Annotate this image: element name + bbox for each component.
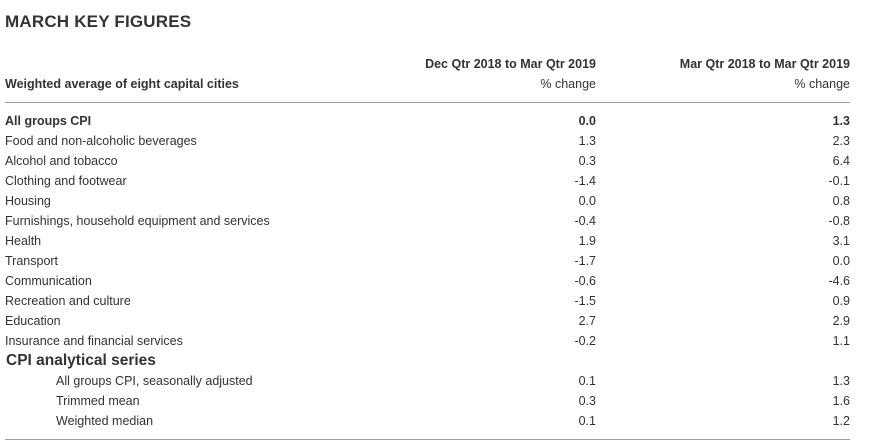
annual-change: 1.6	[832, 394, 850, 408]
quarterly-change: 1.3	[578, 134, 596, 148]
quarterly-change: 0.0	[578, 114, 596, 128]
quarterly-change: 2.7	[578, 314, 596, 328]
annual-change: 1.3	[832, 114, 850, 128]
row-label: Insurance and financial services	[5, 334, 183, 348]
row-label: Furnishings, household equipment and ser…	[5, 214, 270, 228]
table-row: Insurance and financial services -0.2 1.…	[5, 331, 850, 351]
page-title: MARCH KEY FIGURES	[5, 12, 192, 31]
annual-change: 0.8	[832, 194, 850, 208]
key-figures-table: All groups CPI 0.0 1.3 Food and non-alco…	[5, 111, 850, 431]
column-header-unit: % change	[540, 77, 596, 91]
section-heading-row: CPI analytical series	[5, 351, 850, 371]
header-divider	[5, 102, 850, 103]
column-header-period: Dec Qtr 2018 to Mar Qtr 2019	[425, 57, 596, 71]
table-row: Trimmed mean 0.3 1.6	[5, 391, 850, 411]
column-header-quarterly: Dec Qtr 2018 to Mar Qtr 2019 % change	[425, 54, 596, 94]
column-header-annual: Mar Qtr 2018 to Mar Qtr 2019 % change	[680, 54, 850, 94]
row-label: Alcohol and tobacco	[5, 154, 118, 168]
quarterly-change: 0.1	[578, 374, 596, 388]
quarterly-change: 0.3	[578, 394, 596, 408]
quarterly-change: -1.5	[574, 294, 596, 308]
table-row: All groups CPI, seasonally adjusted 0.1 …	[5, 371, 850, 391]
quarterly-change: -0.4	[574, 214, 596, 228]
quarterly-change: 0.3	[578, 154, 596, 168]
table-row: Furnishings, household equipment and ser…	[5, 211, 850, 231]
quarterly-change: -0.6	[574, 274, 596, 288]
table-row: Food and non-alcoholic beverages 1.3 2.3	[5, 131, 850, 151]
annual-change: 0.9	[832, 294, 850, 308]
annual-change: 1.1	[832, 334, 850, 348]
table-row: Clothing and footwear -1.4 -0.1	[5, 171, 850, 191]
quarterly-change: -0.2	[574, 334, 596, 348]
row-label: All groups CPI	[5, 114, 92, 128]
row-label: Communication	[5, 274, 92, 288]
table-row: All groups CPI 0.0 1.3	[5, 111, 850, 131]
quarterly-change: -1.4	[574, 174, 596, 188]
table-row: Weighted median 0.1 1.2	[5, 411, 850, 431]
annual-change: -0.1	[828, 174, 850, 188]
annual-change: 6.4	[832, 154, 850, 168]
annual-change: -0.8	[828, 214, 850, 228]
row-label: Recreation and culture	[5, 294, 131, 308]
row-label: Clothing and footwear	[5, 174, 127, 188]
table-row: Housing 0.0 0.8	[5, 191, 850, 211]
column-header-period: Mar Qtr 2018 to Mar Qtr 2019	[679, 57, 850, 71]
row-label: Food and non-alcoholic beverages	[5, 134, 197, 148]
annual-change: 3.1	[832, 234, 850, 248]
annual-change: 1.2	[832, 414, 850, 428]
footer-divider	[5, 439, 850, 440]
annual-change: -4.6	[828, 274, 850, 288]
quarterly-change: 0.0	[578, 194, 596, 208]
table-row: Education 2.7 2.9	[5, 311, 850, 331]
row-label: Trimmed mean	[56, 394, 140, 408]
row-label: All groups CPI, seasonally adjusted	[56, 374, 253, 388]
table-row: Health 1.9 3.1	[5, 231, 850, 251]
row-label: Education	[5, 314, 61, 328]
row-label: Health	[5, 234, 42, 248]
row-label: Transport	[5, 254, 59, 268]
quarterly-change: 1.9	[578, 234, 596, 248]
table-row: Alcohol and tobacco 0.3 6.4	[5, 151, 850, 171]
annual-change: 2.3	[832, 134, 850, 148]
quarterly-change: -1.7	[574, 254, 596, 268]
row-header-label: Weighted average of eight capital cities	[5, 77, 239, 91]
quarterly-change: 0.1	[578, 414, 596, 428]
table-row: Recreation and culture -1.5 0.9	[5, 291, 850, 311]
column-header-unit: % change	[794, 77, 850, 91]
annual-change: 0.0	[832, 254, 850, 268]
annual-change: 1.3	[832, 374, 850, 388]
table-row: Communication -0.6 -4.6	[5, 271, 850, 291]
table-row: Transport -1.7 0.0	[5, 251, 850, 271]
row-label: Weighted median	[56, 414, 154, 428]
section-heading: CPI analytical series	[6, 352, 156, 369]
annual-change: 2.9	[832, 314, 850, 328]
row-label: Housing	[5, 194, 51, 208]
